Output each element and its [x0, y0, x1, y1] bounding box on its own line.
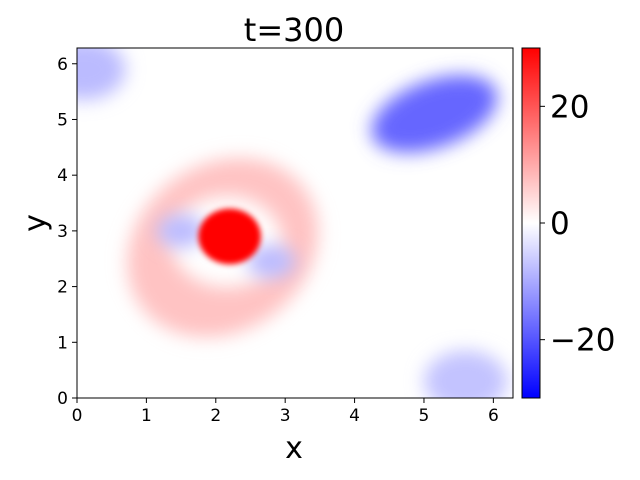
- x-tick-label: 4: [349, 406, 360, 426]
- y-tick-label: 0: [57, 389, 68, 409]
- colorbar-tick-label: −20: [550, 323, 615, 359]
- y-axis-label: y: [18, 214, 53, 232]
- y-tick-label: 3: [57, 222, 68, 242]
- x-axis-label: x: [285, 431, 303, 466]
- x-tick-label: 1: [141, 406, 152, 426]
- y-tick-label: 4: [57, 166, 68, 186]
- y-tick-label: 6: [57, 55, 68, 75]
- vorticity-region: [371, 75, 498, 153]
- plot-frame: [76, 47, 514, 399]
- colorbar-ticks: −20 0 20: [540, 89, 615, 359]
- x-axis-ticks: 0 1 2 3 4 5 6: [72, 398, 499, 426]
- x-tick-label: 2: [210, 406, 221, 426]
- y-tick-label: 2: [57, 278, 68, 298]
- colorbar: [521, 47, 541, 399]
- vorticity-region: [77, 48, 126, 100]
- y-axis-ticks: 0 1 2 3 4 5 6: [57, 55, 77, 409]
- y-tick-label: 1: [57, 333, 68, 353]
- heatmap-field: [77, 48, 513, 398]
- x-tick-label: 5: [419, 406, 430, 426]
- y-tick-label: 5: [57, 110, 68, 130]
- vorticity-region: [247, 244, 296, 279]
- vorticity-region: [423, 350, 508, 398]
- chart-title: t=300: [244, 11, 344, 49]
- x-tick-label: 3: [280, 406, 291, 426]
- colorbar-tick-label: 20: [550, 89, 589, 125]
- colorbar-tick-label: 0: [550, 206, 570, 242]
- x-tick-label: 6: [488, 406, 499, 426]
- vorticity-region: [156, 214, 206, 248]
- x-tick-label: 0: [72, 406, 83, 426]
- vortex-core: [198, 208, 261, 265]
